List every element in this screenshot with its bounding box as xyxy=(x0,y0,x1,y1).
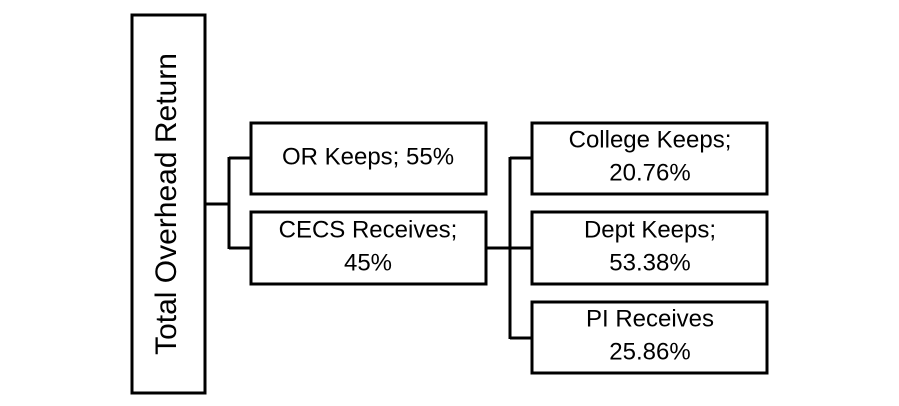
node-label: PI Receives xyxy=(586,305,714,332)
node-box xyxy=(530,210,769,286)
node-label: 53.38% xyxy=(609,249,690,276)
node-box xyxy=(249,210,488,286)
connectors xyxy=(205,156,532,340)
node-box xyxy=(249,121,488,196)
node-label: 20.76% xyxy=(609,159,690,186)
root-box xyxy=(130,13,207,395)
node-label: OR Keeps; 55% xyxy=(282,143,454,170)
node-label: CECS Receives; xyxy=(279,216,458,243)
node-label: 45% xyxy=(344,249,392,276)
node-box xyxy=(530,121,769,196)
node-label: Dept Keeps; xyxy=(584,216,716,243)
node-label: 25.86% xyxy=(609,338,690,365)
root-label: Total Overhead Return xyxy=(150,53,183,355)
node-box xyxy=(530,300,769,375)
node-label: College Keeps; xyxy=(569,126,732,153)
